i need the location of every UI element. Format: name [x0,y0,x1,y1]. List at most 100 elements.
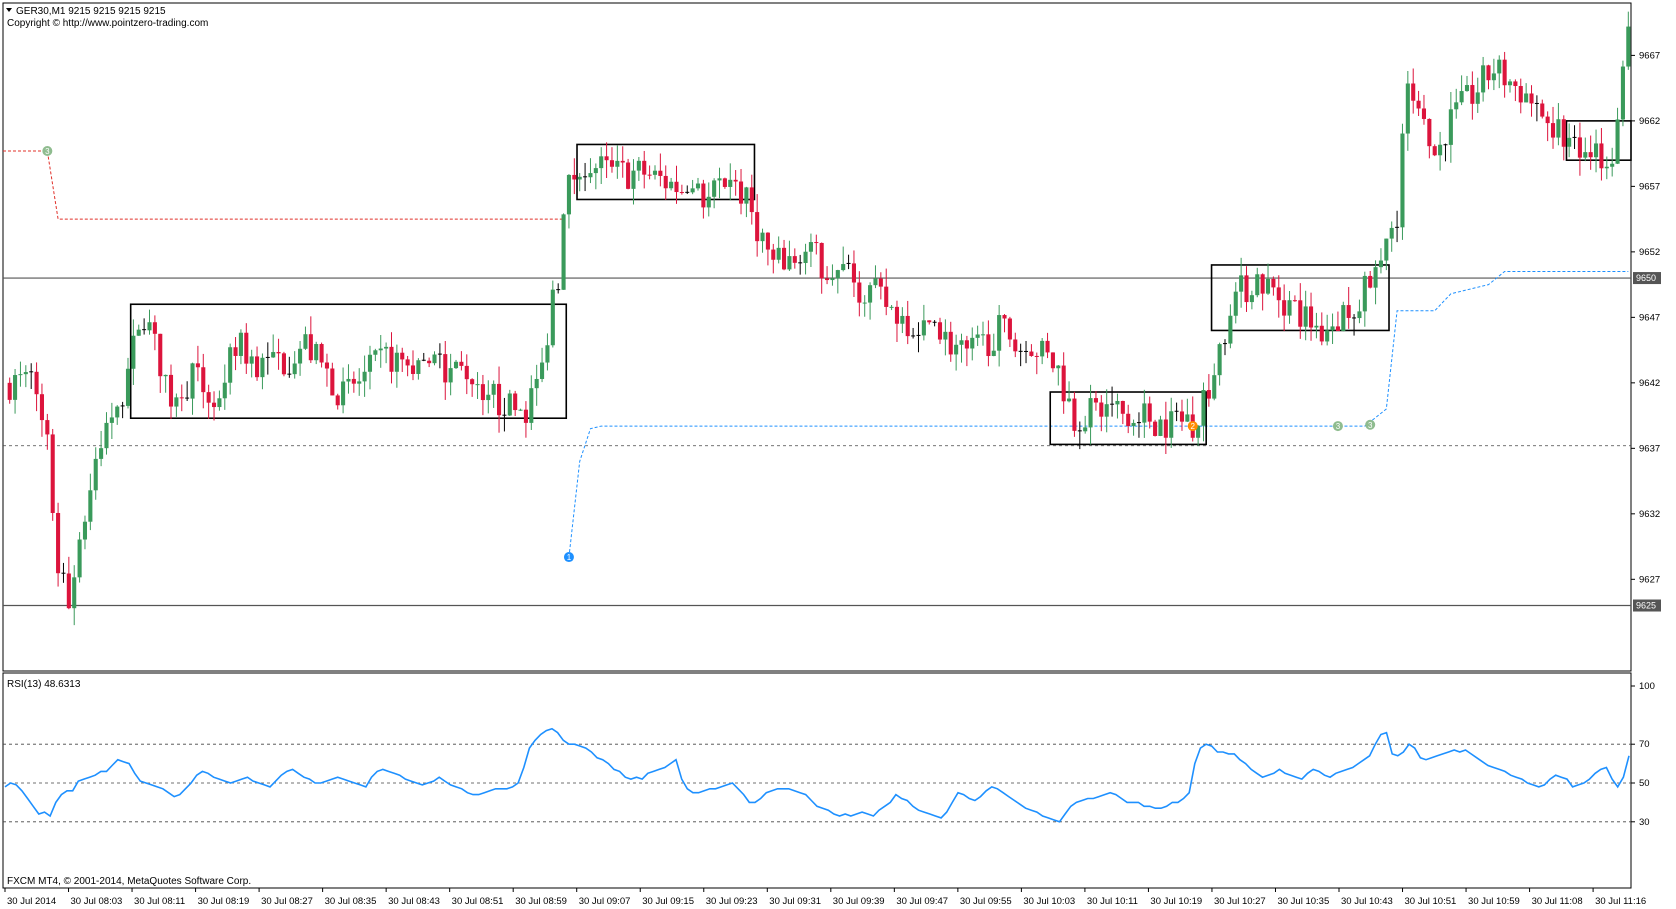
candle-body[interactable] [1249,295,1254,303]
candle-body[interactable] [405,359,410,366]
candle-body[interactable] [1626,26,1631,67]
candle-body[interactable] [894,306,900,324]
candle-body[interactable] [432,354,437,364]
candle-body[interactable] [233,347,238,356]
candle-body[interactable] [378,348,383,351]
candle-body[interactable] [1577,137,1582,158]
triangle-down-icon[interactable] [6,8,12,12]
candle-body[interactable] [626,162,631,189]
candle-body[interactable] [647,174,652,176]
candle-body[interactable] [1325,330,1330,342]
candle-body[interactable] [147,322,152,331]
candle-body[interactable] [814,242,819,244]
candle-body[interactable] [991,350,996,357]
candle-body[interactable] [480,384,485,401]
candle-body[interactable] [523,409,528,423]
candle-body[interactable] [1029,351,1034,356]
candle-body[interactable] [566,174,571,215]
candle-body[interactable] [281,353,286,375]
consolidation-box[interactable] [1049,391,1207,446]
candle-body[interactable] [1540,103,1545,117]
candle-body[interactable] [222,382,227,399]
candle-body[interactable] [943,331,948,340]
candle-body[interactable] [158,333,163,377]
candle-body[interactable] [1239,275,1244,292]
candle-body[interactable] [1454,102,1459,110]
candle-body[interactable] [330,368,335,396]
candle-body[interactable] [1330,326,1335,331]
candle-body[interactable] [1126,413,1131,426]
candle-body[interactable] [1158,419,1163,436]
candle-body[interactable] [550,289,555,346]
candle-body[interactable] [1013,339,1018,352]
candle-body[interactable] [1400,133,1405,228]
candle-body[interactable] [45,420,50,435]
candle-body[interactable] [1550,123,1556,138]
candle-body[interactable] [1389,227,1394,239]
candle-body[interactable] [986,334,991,357]
candle-body[interactable] [72,577,77,609]
candle-body[interactable] [819,242,824,279]
candle-body[interactable] [1153,421,1158,436]
candle-body[interactable] [34,371,39,395]
candle-body[interactable] [50,434,55,513]
candle-body[interactable] [453,361,459,369]
candle-body[interactable] [496,383,502,416]
candle-body[interactable] [82,521,88,540]
candle-body[interactable] [507,393,512,416]
candle-body[interactable] [1072,398,1077,431]
candle-body[interactable] [1314,325,1319,328]
candle-body[interactable] [319,344,324,363]
candle-body[interactable] [1475,92,1480,104]
candle-body[interactable] [1233,291,1238,316]
candle-body[interactable] [1212,375,1217,399]
candle-body[interactable] [335,395,340,406]
candle-body[interactable] [1604,166,1609,169]
candle-body[interactable] [23,372,28,375]
candle-body[interactable] [1357,311,1362,319]
candle-body[interactable] [765,232,770,250]
candle-body[interactable] [475,384,480,386]
candle-body[interactable] [292,363,297,375]
candle-body[interactable] [851,263,856,283]
candle-body[interactable] [1432,146,1437,156]
candle-body[interactable] [131,335,136,369]
candle-body[interactable] [1169,411,1174,438]
candle-body[interactable] [771,249,776,260]
candle-body[interactable] [373,350,378,355]
candle-body[interactable] [1104,404,1109,417]
candle-body[interactable] [1163,419,1168,438]
candle-body[interactable] [937,322,943,340]
candle-body[interactable] [211,402,217,408]
candle-body[interactable] [669,181,674,189]
candle-body[interactable] [1287,300,1292,316]
candle-body[interactable] [470,379,475,385]
candle-body[interactable] [1464,85,1470,92]
candle-body[interactable] [1185,414,1190,422]
candle-body[interactable] [1620,66,1625,120]
candle-body[interactable] [88,490,93,522]
candle-body[interactable] [228,347,233,383]
candle-body[interactable] [642,160,647,175]
candle-body[interactable] [1346,305,1351,318]
candle-body[interactable] [56,512,61,574]
candle-body[interactable] [599,156,604,169]
candle-body[interactable] [1007,318,1012,340]
candle-body[interactable] [464,365,469,380]
candle-body[interactable] [1131,422,1136,426]
candle-body[interactable] [927,320,932,323]
candle-body[interactable] [491,383,496,395]
candle-body[interactable] [722,178,727,187]
candle-body[interactable] [1319,325,1324,342]
candle-body[interactable] [1228,315,1233,344]
signal-marker-green[interactable] [42,146,53,157]
candle-body[interactable] [878,278,883,287]
candle-body[interactable] [303,334,308,349]
candle-body[interactable] [921,320,926,336]
candle-body[interactable] [394,352,399,372]
candle-body[interactable] [1502,59,1507,86]
candle-body[interactable] [125,368,131,406]
candle-body[interactable] [1373,267,1378,288]
candle-body[interactable] [384,346,389,349]
candle-body[interactable] [1303,306,1308,327]
